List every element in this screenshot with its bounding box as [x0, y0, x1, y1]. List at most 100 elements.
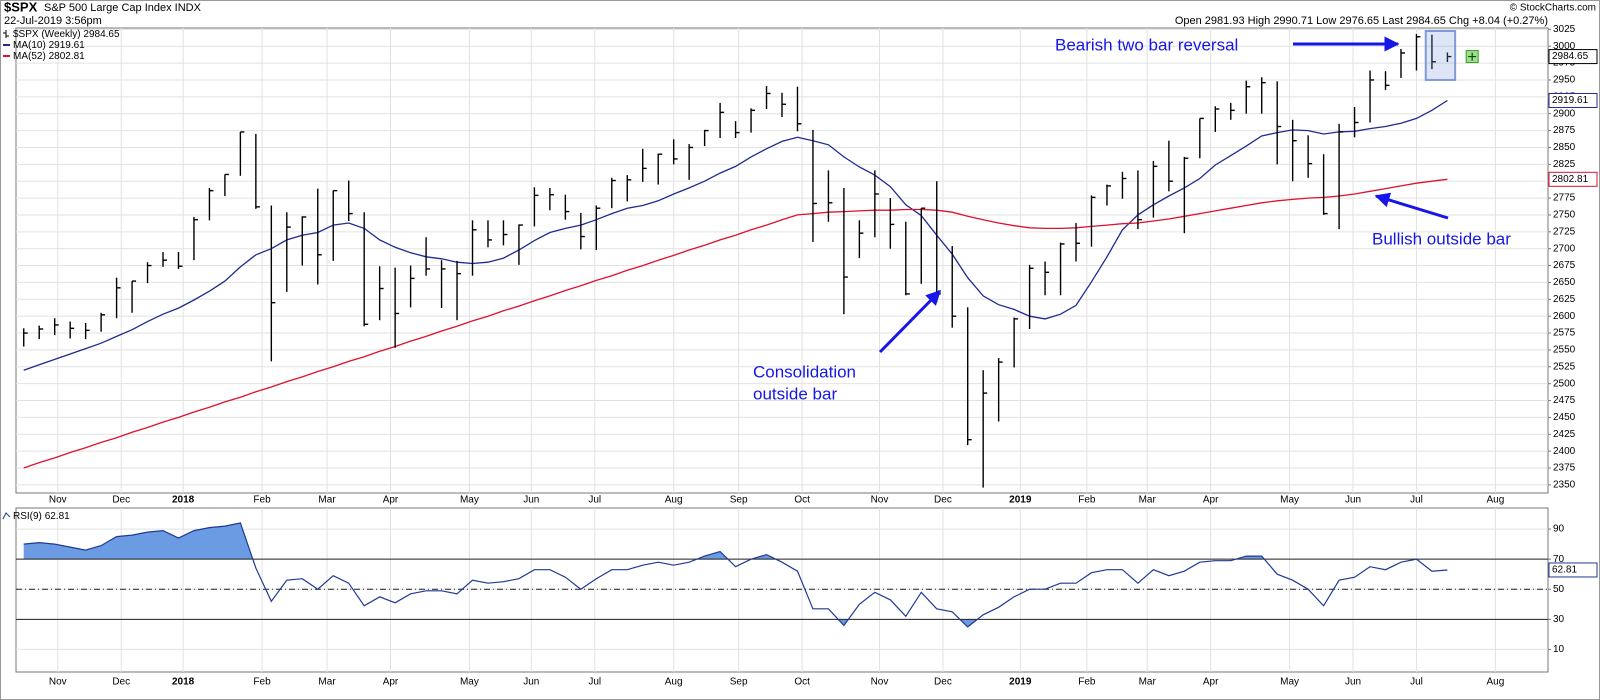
x-tick-label: Aug	[665, 677, 683, 688]
value-box	[1548, 49, 1598, 65]
value-box	[1548, 171, 1598, 187]
y-tick-label: 2550	[1553, 345, 1576, 356]
y-tick-label: 2600	[1553, 311, 1576, 322]
x-tick-label: Dec	[112, 495, 130, 506]
x-tick-label: Oct	[794, 677, 810, 688]
y-tick-label: 2575	[1553, 328, 1576, 339]
x-tick-label: Mar	[318, 495, 336, 506]
x-tick-label: Aug	[1486, 677, 1504, 688]
quote-value: 2981.93	[1205, 15, 1245, 27]
x-tick-label: May	[1280, 495, 1299, 506]
legend-entry: $SPX (Weekly) 2984.65	[13, 29, 120, 40]
x-tick-label: Feb	[1078, 677, 1096, 688]
x-tick-label: Jul	[1410, 677, 1423, 688]
y-tick-label: 30	[1553, 614, 1565, 625]
x-tick-label: Nov	[871, 495, 889, 506]
value-box-label: 62.81	[1552, 565, 1577, 576]
y-tick-label: 2775	[1553, 193, 1576, 204]
x-tick-label: Jul	[588, 495, 601, 506]
x-tick-label: Mar	[1139, 495, 1157, 506]
x-tick-label: Jul	[588, 677, 601, 688]
y-tick-label: 2525	[1553, 361, 1576, 372]
x-tick-label: Nov	[49, 677, 67, 688]
annotation: Consolidation	[753, 362, 856, 381]
annotation-arrow	[878, 289, 942, 354]
quote-value: 2990.71	[1273, 15, 1313, 27]
y-tick-label: 3000	[1553, 41, 1576, 52]
legend-name: RSI(9)	[13, 511, 42, 522]
value-box	[1548, 92, 1598, 108]
y-tick-label: 2875	[1553, 125, 1576, 136]
quote-label: Chg	[1449, 15, 1469, 27]
current-marker-plus	[1468, 52, 1477, 61]
x-tick-label: Feb	[253, 495, 271, 506]
value-box	[1548, 562, 1598, 578]
y-tick-label: 90	[1553, 524, 1565, 535]
y-tick-label: 2850	[1553, 142, 1576, 153]
plot-layer: 2350 2375 2400 2425 2450 2475 2500 2525 2550 2575…	[2, 24, 1598, 688]
x-tick-label: 2018	[172, 495, 195, 506]
y-tick-label: 2750	[1553, 210, 1576, 221]
chart-title: $SPX	[4, 0, 38, 14]
y-tick-label: 3025	[1553, 24, 1576, 35]
x-tick-label: Jul	[1410, 495, 1423, 506]
legend-name: MA(10)	[13, 40, 46, 51]
x-tick-label: Apr	[383, 677, 399, 688]
y-tick-label: 2475	[1553, 395, 1576, 406]
x-tick-label: Apr	[1203, 677, 1219, 688]
y-tick-label: 2500	[1553, 378, 1576, 389]
y-tick-label: 2900	[1553, 108, 1576, 119]
x-tick-label: Dec	[934, 677, 952, 688]
chart-subtitle: S&P 500 Large Cap Index INDX	[44, 2, 202, 14]
annotations: Bearish two bar reversal Bullish outside…	[753, 35, 1511, 403]
annotation: outside bar	[753, 384, 837, 403]
legend-name: MA(52)	[13, 51, 46, 62]
moving-average-line	[23, 178, 1448, 469]
x-tick-label: May	[460, 677, 479, 688]
x-tick-label: Jun	[523, 677, 539, 688]
x-tick-label: Dec	[112, 677, 130, 688]
x-tick-label: Apr	[1203, 495, 1219, 506]
x-tick-label: Jun	[1345, 677, 1361, 688]
y-tick-label: 50	[1553, 584, 1565, 595]
rsi-fill	[23, 523, 1265, 560]
source: © StockCharts.com	[1510, 3, 1596, 14]
annotation: Bearish two bar reversal	[1055, 35, 1238, 54]
value-box-label: 2919.61	[1552, 95, 1589, 106]
quote-label: Low	[1316, 15, 1336, 27]
legend-entry: MA(10) 2919.61	[13, 40, 85, 51]
y-tick-label: 2400	[1553, 446, 1576, 457]
quote-label: High	[1248, 15, 1271, 27]
legend-value: 2919.61	[49, 40, 86, 51]
x-tick-label: Feb	[1078, 495, 1096, 506]
x-tick-label: Jun	[523, 495, 539, 506]
y-tick-label: 2725	[1553, 226, 1576, 237]
x-tick-label: Sep	[730, 677, 748, 688]
chart-date: 22-Jul-2019 3:56pm	[4, 15, 102, 27]
y-tick-label: 10	[1553, 644, 1565, 655]
annotation: Bullish outside bar	[1372, 229, 1511, 248]
x-tick-label: Nov	[49, 495, 67, 506]
y-tick-label: 70	[1553, 554, 1565, 565]
y-tick-label: 2375	[1553, 463, 1576, 474]
highlight-box	[1424, 30, 1457, 81]
value-box-label: 2802.81	[1552, 174, 1589, 185]
rsi-fill	[838, 619, 978, 627]
quote-value: 2984.65	[1406, 15, 1446, 27]
y-tick-label: 2825	[1553, 159, 1576, 170]
x-tick-label: Dec	[934, 495, 952, 506]
y-tick-label: 2700	[1553, 243, 1576, 254]
x-tick-label: 2019	[1009, 677, 1032, 688]
x-tick-label: Jun	[1345, 495, 1361, 506]
x-tick-label: Mar	[318, 677, 336, 688]
x-tick-label: Aug	[665, 495, 683, 506]
y-tick-label: 2625	[1553, 294, 1576, 305]
x-tick-label: Aug	[1486, 495, 1504, 506]
quote-value: 2976.65	[1339, 15, 1379, 27]
legend-value: 2802.81	[49, 51, 86, 62]
y-tick-label: 2350	[1553, 480, 1576, 491]
x-tick-label: May	[460, 495, 479, 506]
y-tick-label: 2450	[1553, 412, 1576, 423]
legend-name: $SPX (Weekly)	[13, 29, 81, 40]
